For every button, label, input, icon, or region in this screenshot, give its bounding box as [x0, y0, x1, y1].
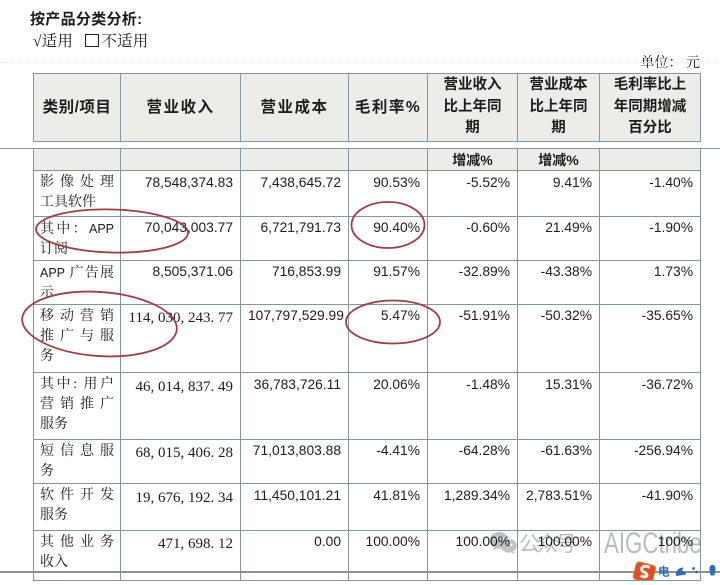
- svg-text:电: 电: [658, 565, 670, 579]
